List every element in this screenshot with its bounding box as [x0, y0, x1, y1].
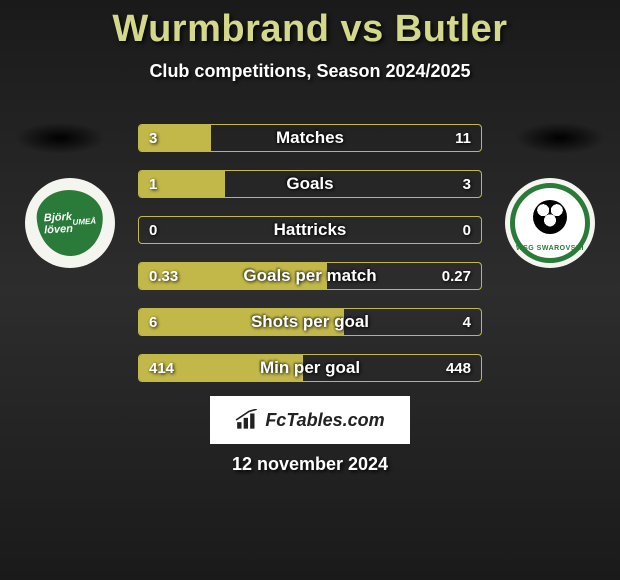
bar-right-value: 4 [463, 309, 471, 335]
bar-row: 0Hattricks0 [138, 216, 482, 244]
shadow-right [515, 122, 605, 154]
bar-label: Matches [139, 125, 481, 151]
bar-right-value: 448 [446, 355, 471, 381]
subtitle: Club competitions, Season 2024/2025 [0, 61, 620, 82]
bar-label: Goals [139, 171, 481, 197]
bar-label: Min per goal [139, 355, 481, 381]
bar-row: 0.33Goals per match0.27 [138, 262, 482, 290]
bar-label: Shots per goal [139, 309, 481, 335]
club-left-badge: BjörklövenUMEÅ [35, 188, 104, 257]
bar-row: 414Min per goal448 [138, 354, 482, 382]
date-label: 12 november 2024 [0, 454, 620, 475]
club-left-logo: BjörklövenUMEÅ [25, 178, 115, 268]
club-right-badge: WSG SWAROVSKI [510, 183, 590, 263]
club-right-logo: WSG SWAROVSKI [505, 178, 595, 268]
bar-right-value: 11 [455, 125, 471, 151]
page-title: Wurmbrand vs Butler [0, 0, 620, 51]
footer-brand-text: FcTables.com [265, 410, 384, 431]
bar-label: Hattricks [139, 217, 481, 243]
bar-row: 1Goals3 [138, 170, 482, 198]
comparison-bars: 3Matches111Goals30Hattricks00.33Goals pe… [138, 124, 482, 400]
bar-right-value: 0.27 [442, 263, 471, 289]
footer-brand: FcTables.com [210, 396, 410, 444]
bar-right-value: 3 [463, 171, 471, 197]
bar-label: Goals per match [139, 263, 481, 289]
bar-row: 3Matches11 [138, 124, 482, 152]
shadow-left [15, 122, 105, 154]
club-right-ring-text: WSG SWAROVSKI [515, 245, 585, 252]
chart-icon [235, 409, 261, 431]
bar-row: 6Shots per goal4 [138, 308, 482, 336]
bar-right-value: 0 [463, 217, 471, 243]
